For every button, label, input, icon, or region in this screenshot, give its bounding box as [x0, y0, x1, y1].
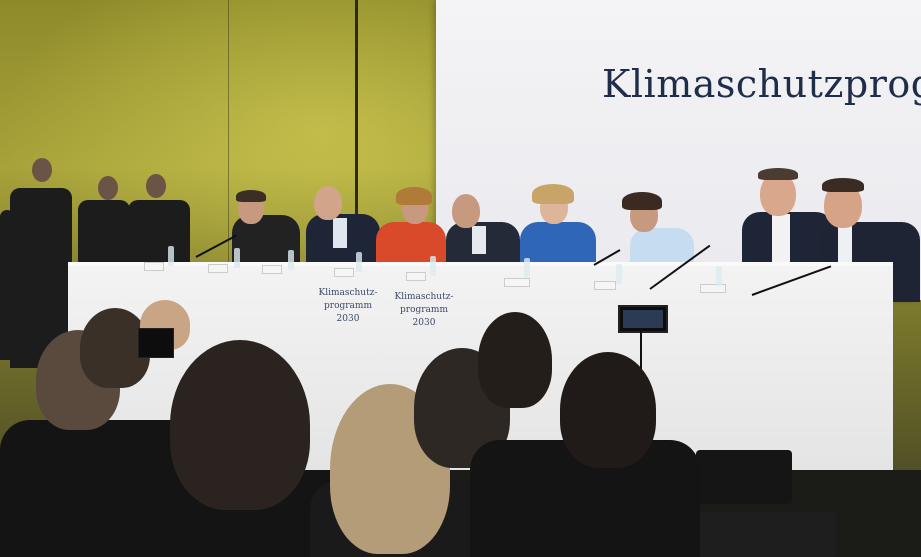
audience-head [478, 312, 552, 408]
name-card [144, 262, 164, 271]
name-card [700, 284, 726, 293]
water-bottle [168, 246, 174, 266]
name-card [504, 278, 530, 287]
name-card [262, 265, 282, 274]
standing-person [78, 200, 130, 270]
standing-person-head [146, 174, 166, 198]
wall-seam [355, 0, 358, 280]
name-card [334, 268, 354, 277]
water-bottle [234, 248, 240, 268]
phone-screen [623, 310, 663, 328]
standing-person-head [98, 176, 118, 200]
water-bottle [524, 258, 530, 278]
standing-person-head [32, 158, 52, 182]
water-bottle [430, 256, 436, 276]
standing-person [0, 210, 14, 360]
chair [696, 512, 836, 557]
wall-seam [228, 0, 229, 280]
water-bottle [716, 266, 722, 286]
audience-head [560, 352, 656, 468]
banner-title: Klimaschutzprogramm [602, 62, 921, 106]
smartphone-on-tripod [618, 305, 668, 333]
table-label: Klimaschutz- programm 2030 [318, 288, 378, 324]
floor-monitor-speaker [696, 450, 792, 504]
water-bottle [356, 252, 362, 272]
name-card [594, 281, 616, 290]
standing-person [128, 200, 190, 270]
water-bottle [288, 250, 294, 270]
audience-head [170, 340, 310, 510]
table-label: Klimaschutz- programm 2030 [394, 292, 454, 328]
audience-phone [138, 328, 174, 358]
water-bottle [616, 264, 622, 284]
name-card [208, 264, 228, 273]
name-card [406, 272, 426, 281]
